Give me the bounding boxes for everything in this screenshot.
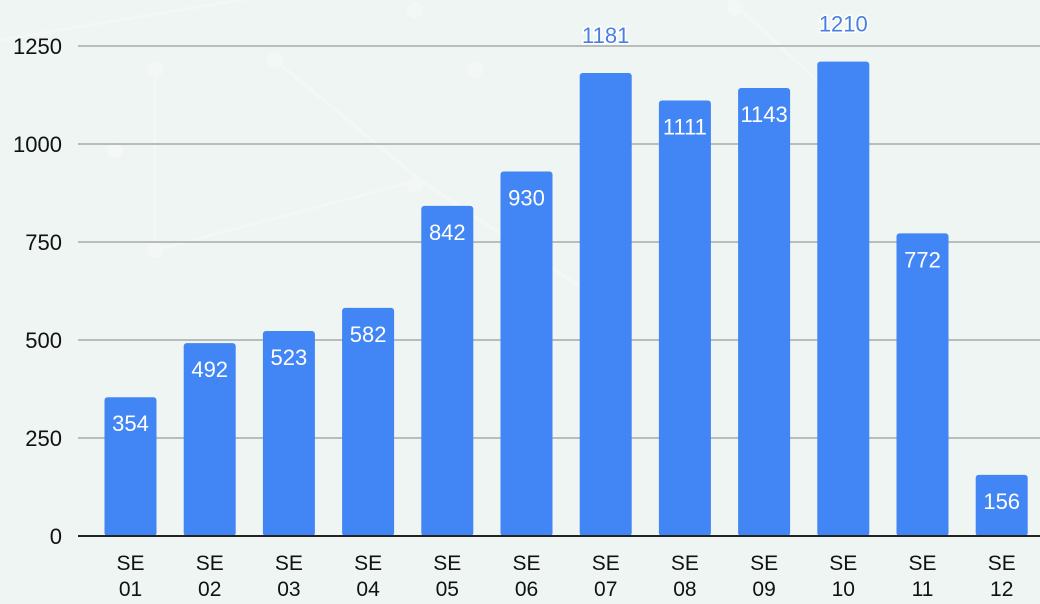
x-axis-tick-labels: SE 01 SE 02 SE 03 SE 04 SE 05 SE 06 SE 07 SE 08 SE 09 SE 10… (116, 552, 1016, 601)
bar (262, 330, 315, 536)
gridlines (78, 45, 1040, 439)
x-tick-label: 10 (832, 578, 855, 599)
data-labels: 354 492 523 582 842 930 1181 1111 1143 1210 772 156 (112, 10, 1020, 514)
y-axis-tick-labels: 0 250 500 750 1000 1250 (13, 34, 62, 549)
x-tick-label: SE (116, 552, 144, 575)
x-tick-label: SE (354, 552, 382, 575)
x-tick-label: 06 (515, 578, 538, 599)
bar (421, 205, 474, 536)
bar (500, 171, 553, 536)
y-tick-label: 1250 (13, 34, 62, 59)
x-tick-label: 02 (198, 578, 221, 599)
bar (658, 100, 711, 536)
bar (342, 307, 395, 536)
data-label: 523 (271, 345, 308, 370)
bar (183, 343, 236, 536)
y-tick-label: 1000 (13, 132, 62, 157)
x-tick-label: SE (750, 552, 778, 575)
bar (975, 474, 1028, 536)
y-tick-label: 0 (50, 524, 62, 549)
x-tick-label: 01 (119, 578, 142, 599)
y-tick-label: 250 (25, 426, 62, 451)
bar (104, 397, 157, 536)
bar (817, 61, 870, 537)
data-label: 772 (904, 247, 941, 272)
x-tick-label: 05 (436, 578, 459, 599)
x-tick-label: 03 (277, 578, 300, 599)
x-tick-label: SE (829, 552, 857, 575)
x-tick-label: SE (671, 552, 699, 575)
data-label: 492 (191, 357, 228, 382)
data-label: 354 (112, 411, 149, 436)
x-tick-label: 08 (673, 578, 696, 599)
y-tick-label: 500 (25, 328, 62, 353)
data-label: 156 (983, 489, 1020, 514)
x-tick-label: SE (433, 552, 461, 575)
y-tick-label: 750 (25, 230, 62, 255)
x-tick-label: SE (592, 552, 620, 575)
bar (579, 73, 632, 536)
data-label: 1181 (582, 23, 629, 48)
data-label: 1210 (819, 12, 868, 37)
data-label: 1143 (740, 102, 787, 127)
x-tick-label: SE (275, 552, 303, 575)
x-tick-label: SE (988, 552, 1016, 575)
data-label: 582 (350, 322, 387, 347)
bar (896, 233, 949, 536)
x-tick-label: 07 (594, 578, 617, 599)
x-tick-label: 12 (990, 578, 1013, 599)
data-label: 1111 (663, 114, 707, 139)
bar (738, 87, 791, 536)
x-tick-label: SE (196, 552, 224, 575)
data-label: 842 (429, 220, 466, 245)
x-tick-label: 04 (356, 578, 380, 599)
x-tick-label: SE (512, 552, 540, 575)
x-tick-label: SE (908, 552, 936, 575)
data-label: 930 (508, 185, 545, 210)
x-tick-label: 11 (912, 578, 934, 599)
bars (104, 61, 1028, 537)
x-tick-label: 09 (752, 578, 775, 599)
